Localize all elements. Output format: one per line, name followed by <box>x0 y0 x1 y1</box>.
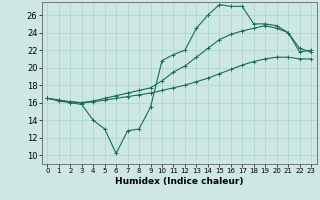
X-axis label: Humidex (Indice chaleur): Humidex (Indice chaleur) <box>115 177 244 186</box>
